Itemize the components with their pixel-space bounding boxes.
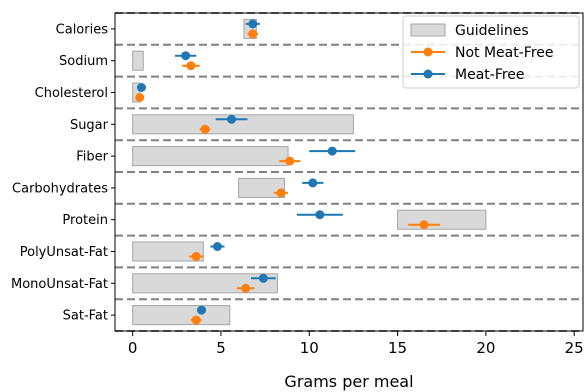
y-tick-label: MonoUnsat-Fat (11, 277, 108, 292)
guideline-bar-polyunsat-fat (132, 241, 204, 262)
y-tick-label: Protein (62, 213, 108, 228)
meat-free-point (248, 19, 258, 29)
guideline-bar-sat-fat (132, 305, 231, 326)
not-meat-free-point (419, 220, 429, 230)
legend-swatch-marker (423, 69, 433, 79)
y-tick-label: PolyUnsat-Fat (20, 245, 108, 260)
guideline-bar-sodium (132, 50, 144, 71)
y-tick-label: Sodium (59, 54, 108, 69)
x-tick-label: 5 (216, 339, 226, 357)
legend: Guidelines Not Meat-Free Meat-Free (402, 15, 580, 89)
y-tick-label: Sat-Fat (63, 309, 108, 324)
guideline-bar-fiber (132, 146, 289, 167)
legend-label: Not Meat-Free (455, 45, 554, 61)
axes: Calories Sodium Cholesterol Sugar Fiber Carbo… (11, 22, 584, 357)
meat-free-point (212, 242, 222, 251)
meat-free-point (227, 114, 237, 124)
guideline-bar-cholesterol (132, 82, 141, 103)
not-meat-free-point (186, 61, 196, 71)
legend-label: Guidelines (455, 23, 529, 39)
not-meat-free-point (285, 156, 295, 166)
legend-box (402, 15, 580, 89)
legend-swatch-guidelines (410, 23, 446, 37)
meat-free-point (308, 178, 318, 188)
x-axis-label: Grams per meal (284, 372, 413, 391)
meat-free-point (181, 51, 191, 61)
legend-label: Meat-Free (455, 67, 525, 83)
x-tick-label: 0 (128, 339, 138, 357)
not-meat-free-point (191, 315, 201, 325)
y-tick-label: Cholesterol (35, 86, 108, 101)
not-meat-free-point (191, 252, 201, 261)
y-tick-label: Sugar (70, 118, 109, 133)
x-tick-label: 15 (388, 339, 407, 357)
not-meat-free-point (248, 29, 258, 39)
x-tick-label: 10 (300, 339, 319, 357)
guideline-bar-monounsat-fat (132, 273, 278, 294)
plot-frame (114, 12, 584, 332)
y-tick-label: Calories (56, 22, 109, 37)
not-meat-free-point (200, 124, 210, 134)
meat-free-point (136, 83, 146, 92)
meat-free-point (327, 146, 337, 156)
y-tick-label: Carbohydrates (12, 181, 108, 196)
guideline-bar-carbohydrates (238, 177, 286, 198)
x-tick-label: 20 (476, 339, 495, 357)
data-points (135, 19, 440, 325)
y-tick-label: Fiber (76, 150, 108, 165)
guideline-bar-sugar (132, 114, 354, 135)
not-meat-free-point (276, 188, 286, 198)
meat-free-point (258, 273, 268, 283)
guideline-bar-protein (397, 209, 487, 230)
x-tick-label: 25 (565, 339, 584, 357)
meat-free-point (197, 305, 207, 315)
not-meat-free-point (135, 93, 145, 102)
not-meat-free-point (241, 283, 251, 293)
meat-free-point (315, 210, 325, 220)
legend-swatch-marker (423, 47, 433, 57)
